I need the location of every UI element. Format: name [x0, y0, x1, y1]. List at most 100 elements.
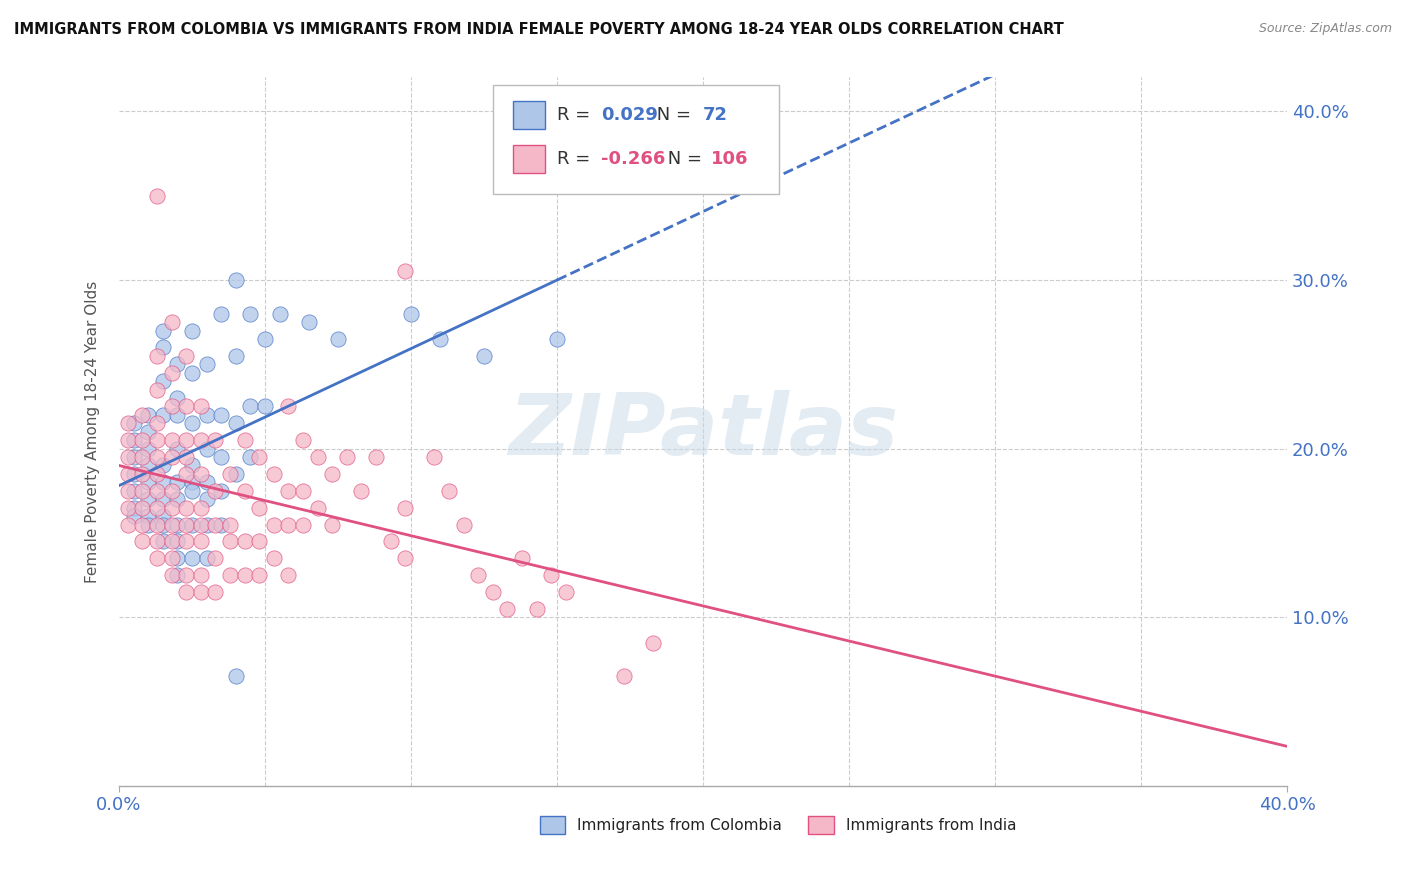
Point [554, 585, 576, 599]
Point [195, 357, 218, 371]
Point [174, 568, 197, 582]
Point [146, 349, 169, 363]
Point [204, 585, 226, 599]
Text: 0.029: 0.029 [602, 106, 658, 124]
Point [146, 517, 169, 532]
Point [219, 568, 242, 582]
Point [254, 400, 277, 414]
Point [190, 517, 212, 532]
Point [146, 417, 169, 431]
Point [364, 450, 387, 464]
Point [546, 332, 568, 346]
Point [136, 458, 159, 473]
Point [181, 475, 204, 490]
Point [643, 635, 665, 649]
Text: Immigrants from Colombia: Immigrants from Colombia [576, 817, 782, 832]
Text: Immigrants from India: Immigrants from India [845, 817, 1017, 832]
Point [152, 475, 174, 490]
Point [209, 483, 232, 498]
Point [174, 534, 197, 549]
Point [131, 483, 153, 498]
Point [263, 467, 285, 481]
Point [131, 467, 153, 481]
Point [131, 433, 153, 447]
Point [152, 374, 174, 388]
Point [225, 273, 247, 287]
Point [263, 551, 285, 566]
Point [166, 517, 188, 532]
Point [160, 517, 183, 532]
Point [190, 433, 212, 447]
Point [292, 433, 315, 447]
Point [195, 551, 218, 566]
Point [152, 340, 174, 354]
Point [146, 534, 169, 549]
Point [131, 500, 153, 515]
Point [380, 534, 402, 549]
Point [181, 417, 204, 431]
Point [239, 307, 262, 321]
Point [174, 400, 197, 414]
Point [117, 417, 139, 431]
Point [307, 450, 329, 464]
Point [204, 551, 226, 566]
Point [190, 500, 212, 515]
Point [152, 509, 174, 524]
Point [195, 475, 218, 490]
Point [181, 517, 204, 532]
FancyBboxPatch shape [808, 816, 834, 834]
Point [160, 400, 183, 414]
Point [160, 534, 183, 549]
Point [136, 517, 159, 532]
Point [166, 357, 188, 371]
Point [152, 458, 174, 473]
Point [247, 500, 270, 515]
Point [298, 315, 321, 329]
Point [160, 551, 183, 566]
Point [277, 483, 299, 498]
Point [233, 534, 256, 549]
Point [209, 517, 232, 532]
Point [122, 417, 145, 431]
Point [204, 483, 226, 498]
Point [209, 307, 232, 321]
Point [195, 492, 218, 507]
Point [131, 408, 153, 422]
Point [122, 433, 145, 447]
Point [174, 585, 197, 599]
Point [190, 534, 212, 549]
Point [204, 517, 226, 532]
FancyBboxPatch shape [540, 816, 565, 834]
Point [219, 517, 242, 532]
Point [195, 408, 218, 422]
Point [467, 568, 489, 582]
Point [117, 500, 139, 515]
Point [472, 349, 495, 363]
Point [160, 568, 183, 582]
Point [526, 602, 548, 616]
Point [166, 442, 188, 456]
Point [146, 500, 169, 515]
Point [263, 517, 285, 532]
Y-axis label: Female Poverty Among 18-24 Year Olds: Female Poverty Among 18-24 Year Olds [86, 281, 100, 582]
Point [239, 450, 262, 464]
Point [136, 425, 159, 439]
Text: 106: 106 [711, 150, 749, 168]
FancyBboxPatch shape [513, 145, 546, 173]
Point [190, 467, 212, 481]
Point [136, 509, 159, 524]
Point [209, 450, 232, 464]
Text: R =: R = [557, 106, 596, 124]
Point [160, 450, 183, 464]
Point [174, 433, 197, 447]
Point [321, 517, 343, 532]
Point [160, 315, 183, 329]
Point [174, 450, 197, 464]
Point [429, 332, 451, 346]
Point [394, 500, 416, 515]
Point [204, 433, 226, 447]
Point [181, 483, 204, 498]
Text: Source: ZipAtlas.com: Source: ZipAtlas.com [1258, 22, 1392, 36]
Point [437, 483, 460, 498]
Point [195, 442, 218, 456]
